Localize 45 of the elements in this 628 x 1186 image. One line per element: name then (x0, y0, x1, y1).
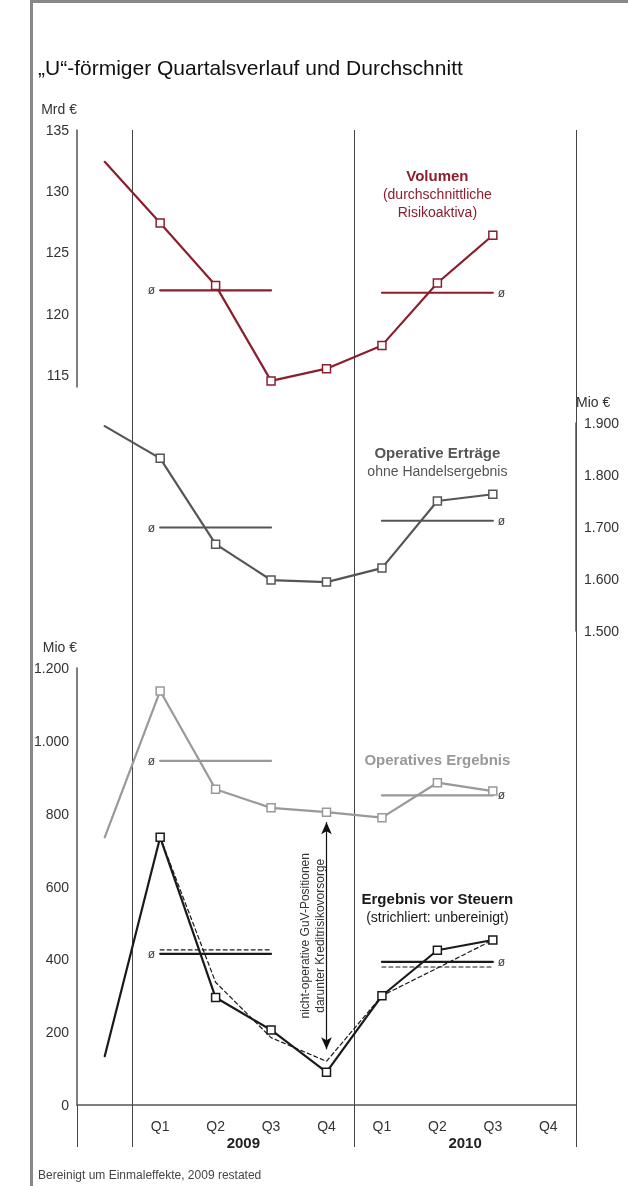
y-tick-label: 800 (45, 805, 70, 822)
series-label: ø (497, 788, 506, 803)
y-tick-label: 115 (46, 366, 70, 383)
y-tick-label: 0 (61, 1097, 70, 1113)
text: 2010 (448, 1134, 482, 1151)
y-tick-label: 130 (45, 183, 70, 200)
text: Bereinigt um Einmaleffekte, 2009 restated (38, 1168, 262, 1182)
y-tick-label: 1.500 (584, 623, 620, 639)
y-tick-label: 1.200 (33, 660, 70, 676)
series-label: ø (147, 520, 156, 535)
y-tick-label: 200 (45, 1024, 70, 1041)
series-label: ø (497, 954, 506, 969)
y-axis-title: Mrd € (41, 101, 78, 117)
series-label: Operatives Ergebnis (364, 750, 511, 768)
text: 2009 (226, 1134, 261, 1151)
x-tick-label: Q3 (261, 1118, 281, 1134)
y-tick-label: 1.600 (584, 571, 620, 587)
x-tick-label: Q4 (317, 1118, 337, 1134)
series-label: ø (497, 513, 506, 528)
y-axis-title: Mio € (42, 639, 78, 655)
series-label: ø (147, 946, 156, 961)
annotation: nicht-operative GuV-Positionen darunter Kreditrisikovorsorge (298, 853, 327, 1019)
x-tick-label: Q3 (483, 1118, 503, 1134)
series-label: ø (147, 753, 156, 768)
y-tick-label: 1.700 (584, 519, 620, 535)
y-tick-label: 600 (45, 878, 70, 895)
y-tick-label: 135 (45, 122, 70, 138)
y-tick-label: 125 (45, 244, 70, 261)
y-tick-label: 1.000 (33, 732, 70, 749)
y-tick-label: 1.900 (584, 415, 620, 431)
x-tick-label: Q1 (372, 1118, 392, 1134)
y-tick-label: 400 (45, 951, 70, 968)
series-label: ø (147, 283, 156, 298)
series-label: Operative Erträge ohne Handelsergebnis (367, 444, 508, 480)
y-tick-label: 120 (45, 305, 70, 322)
series-label: ø (497, 285, 506, 300)
x-tick-label: Q2 (206, 1118, 226, 1134)
x-tick-label: Q2 (428, 1118, 447, 1134)
y-axis-title: Mio € (576, 394, 611, 410)
y-tick-label: 1.800 (584, 467, 620, 483)
chart-title: „U“-förmiger Quartalsverlauf und Durchschnitt (38, 56, 463, 79)
x-tick-label: Q1 (150, 1118, 170, 1134)
series-label: Ergebnis vor Steuern (strichliert: unbereinigt) (361, 890, 514, 926)
series-label: Volumen (durchschnittliche Risikoaktiva) (382, 167, 493, 221)
x-tick-label: Q4 (538, 1118, 558, 1134)
